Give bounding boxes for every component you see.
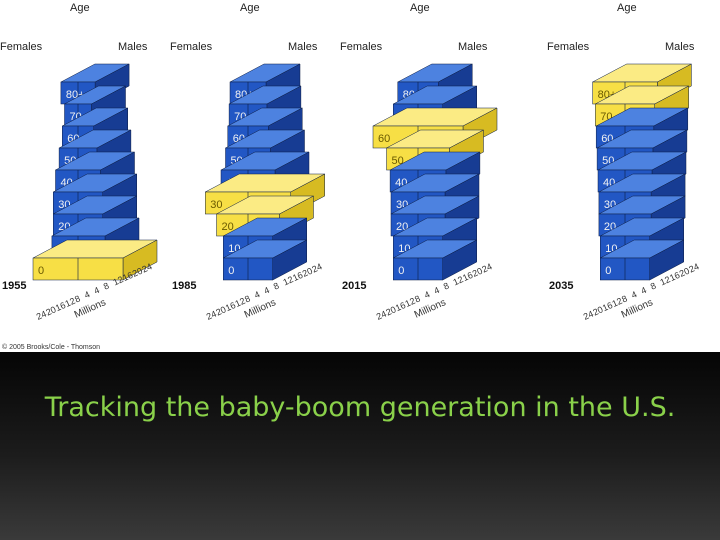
age-axis-label: Age (240, 2, 260, 14)
millions-scale-tick: 8 (442, 281, 451, 292)
pyramids-graphic: AgeFemalesMales80+7060504030201001955242… (0, 2, 701, 351)
millions-scale-tick: 12 (282, 274, 295, 287)
millions-scale-tick: 12 (234, 296, 247, 309)
millions-scale-tick: 8 (102, 281, 111, 292)
copyright-text: © 2005 Brooks/Cole - Thomson (2, 343, 100, 351)
millions-scale-tick: 20 (384, 304, 397, 317)
millions-scale-tick: 12 (611, 296, 624, 309)
age-group-label: 50 (392, 155, 404, 167)
millions-scale-tick: 16 (394, 300, 407, 313)
millions-scale-tick: 24 (35, 309, 48, 322)
millions-scale-tick: 24 (687, 261, 700, 274)
millions-scale-tick: 12 (404, 296, 417, 309)
millions-scale-tick: 16 (121, 270, 134, 283)
millions-scale-tick: 16 (54, 300, 67, 313)
slide-bottom-band (0, 352, 720, 540)
millions-scale-tick: 8 (649, 281, 658, 292)
millions-scale-tick: 8 (272, 281, 281, 292)
millions-scale-tick: 24 (582, 309, 595, 322)
millions-scale-tick: 24 (480, 261, 493, 274)
millions-scale-tick: 24 (375, 309, 388, 322)
females-label: Females (0, 41, 43, 53)
age-group-label: 0 (38, 265, 44, 277)
millions-scale-tick: 4 (639, 285, 648, 296)
males-label: Males (288, 41, 318, 53)
millions-scale-tick: 4 (253, 289, 262, 300)
millions-scale-tick: 16 (224, 300, 237, 313)
age-axis-label: Age (617, 2, 637, 14)
millions-scale-tick: 20 (591, 304, 604, 317)
age-group-label: 20 (222, 221, 234, 233)
age-group-label: 60 (378, 133, 390, 145)
millions-scale-tick: 12 (659, 274, 672, 287)
millions-scale-tick: 8 (73, 293, 82, 304)
females-label: Females (340, 41, 383, 53)
millions-scale-tick: 8 (413, 293, 422, 304)
pyramid-year-label: 2035 (549, 280, 573, 292)
females-label: Females (547, 41, 590, 53)
pyramid-year-label: 2015 (342, 280, 366, 292)
age-group-label: 30 (210, 199, 222, 211)
millions-scale-tick: 16 (668, 270, 681, 283)
males-label: Males (118, 41, 148, 53)
millions-scale-tick: 4 (92, 285, 101, 296)
millions-scale-tick: 4 (262, 285, 271, 296)
millions-scale-tick: 20 (471, 266, 484, 279)
age-group-label: 0 (398, 265, 404, 277)
millions-scale-tick: 20 (44, 304, 57, 317)
millions-scale-tick: 12 (112, 274, 125, 287)
millions-scale-tick: 4 (432, 285, 441, 296)
population-pyramids-figure: AgeFemalesMales80+7060504030201001955242… (0, 0, 720, 352)
millions-scale-tick: 12 (64, 296, 77, 309)
females-label: Females (170, 41, 213, 53)
millions-scale-tick: 4 (83, 289, 92, 300)
pyramid-year-label: 1985 (172, 280, 196, 292)
millions-scale-tick: 24 (140, 261, 153, 274)
millions-scale-tick: 16 (461, 270, 474, 283)
millions-scale-tick: 20 (678, 266, 691, 279)
males-label: Males (665, 41, 695, 53)
millions-scale-tick: 4 (423, 289, 432, 300)
millions-scale-tick: 12 (452, 274, 465, 287)
age-axis-label: Age (70, 2, 90, 14)
pyramid-year-label: 1955 (2, 280, 26, 292)
millions-scale-tick: 20 (131, 266, 144, 279)
millions-scale-tick: 4 (630, 289, 639, 300)
millions-scale-tick: 20 (301, 266, 314, 279)
age-group-label: 0 (228, 265, 234, 277)
millions-scale-tick: 16 (601, 300, 614, 313)
millions-scale-tick: 16 (291, 270, 304, 283)
slide-caption: Tracking the baby-boom generation in the… (44, 392, 676, 423)
age-group-label: 0 (605, 265, 611, 277)
millions-scale-tick: 8 (243, 293, 252, 304)
millions-scale-tick: 20 (214, 304, 227, 317)
millions-scale-tick: 24 (310, 261, 323, 274)
millions-scale-tick: 8 (620, 293, 629, 304)
age-axis-label: Age (410, 2, 430, 14)
males-label: Males (458, 41, 488, 53)
millions-scale-tick: 24 (205, 309, 218, 322)
